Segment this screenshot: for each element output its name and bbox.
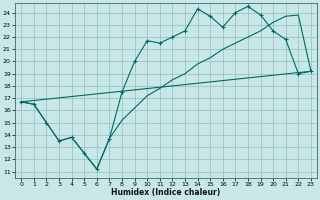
X-axis label: Humidex (Indice chaleur): Humidex (Indice chaleur) <box>111 188 221 197</box>
